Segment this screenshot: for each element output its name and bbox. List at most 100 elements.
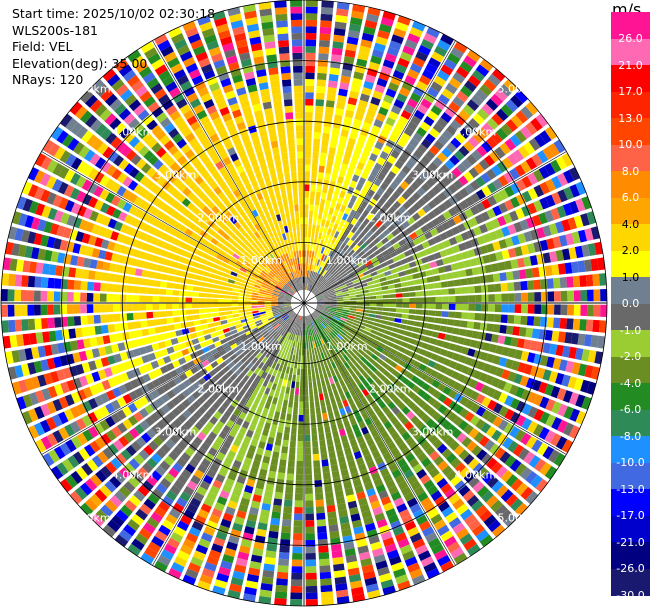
velocity-cell bbox=[378, 106, 389, 116]
velocity-cell bbox=[406, 497, 419, 508]
velocity-cell bbox=[326, 326, 332, 333]
velocity-cell bbox=[395, 288, 403, 293]
velocity-cell bbox=[206, 283, 214, 288]
velocity-cell bbox=[325, 350, 331, 357]
velocity-cell bbox=[491, 461, 503, 474]
velocity-cell bbox=[160, 281, 168, 288]
velocity-cell bbox=[140, 320, 148, 328]
velocity-cell bbox=[479, 245, 489, 255]
velocity-cell bbox=[320, 268, 326, 276]
velocity-cell bbox=[317, 178, 323, 186]
velocity-cell bbox=[308, 342, 311, 349]
velocity-cell bbox=[424, 231, 433, 240]
velocity-cell bbox=[440, 560, 454, 573]
velocity-cell bbox=[250, 500, 261, 509]
velocity-cell bbox=[434, 317, 442, 324]
velocity-cell bbox=[435, 168, 446, 179]
velocity-cell bbox=[505, 493, 519, 507]
velocity-cell bbox=[337, 422, 344, 430]
velocity-cell bbox=[507, 248, 517, 258]
velocity-cell bbox=[316, 296, 323, 299]
velocity-cell bbox=[510, 196, 520, 208]
velocity-cell bbox=[218, 294, 226, 299]
velocity-cell bbox=[399, 276, 407, 282]
velocity-cell bbox=[323, 296, 330, 299]
velocity-cell bbox=[520, 315, 528, 326]
velocity-cell bbox=[178, 303, 186, 309]
velocity-cell bbox=[300, 322, 302, 330]
velocity-cell bbox=[528, 455, 541, 469]
velocity-cell bbox=[447, 319, 455, 326]
velocity-cell bbox=[572, 275, 581, 288]
velocity-cell bbox=[445, 272, 454, 280]
velocity-cell bbox=[383, 502, 394, 512]
velocity-cell bbox=[337, 176, 344, 184]
velocity-cell bbox=[216, 270, 224, 277]
velocity-cell bbox=[336, 449, 344, 458]
velocity-cell bbox=[458, 175, 469, 186]
velocity-cell bbox=[68, 267, 77, 278]
velocity-cell bbox=[367, 189, 376, 198]
velocity-cell bbox=[399, 509, 411, 519]
velocity-cell bbox=[466, 543, 481, 557]
velocity-cell bbox=[344, 548, 356, 557]
velocity-cell bbox=[533, 199, 544, 212]
velocity-cell bbox=[530, 117, 543, 132]
velocity-cell bbox=[433, 519, 447, 531]
velocity-cell bbox=[348, 312, 356, 317]
velocity-cell bbox=[343, 305, 350, 308]
velocity-cell bbox=[448, 412, 458, 423]
velocity-cell bbox=[467, 348, 476, 357]
velocity-cell bbox=[174, 276, 182, 283]
velocity-cell bbox=[316, 252, 320, 260]
velocity-cell bbox=[481, 453, 493, 465]
velocity-cell bbox=[316, 325, 321, 333]
velocity-cell bbox=[340, 163, 348, 172]
velocity-cell bbox=[333, 28, 346, 36]
velocity-cell bbox=[315, 506, 325, 514]
velocity-cell bbox=[460, 346, 470, 355]
velocity-cell bbox=[500, 123, 513, 136]
velocity-cell bbox=[318, 253, 323, 260]
velocity-cell bbox=[311, 368, 315, 375]
velocity-cell bbox=[308, 270, 311, 278]
velocity-cell bbox=[533, 184, 545, 198]
velocity-cell bbox=[328, 451, 336, 459]
velocity-cell bbox=[395, 185, 405, 195]
velocity-cell bbox=[365, 74, 376, 84]
velocity-cell bbox=[145, 303, 153, 311]
velocity-cell bbox=[446, 124, 458, 136]
velocity-cell bbox=[297, 322, 300, 329]
velocity-cell bbox=[454, 311, 462, 319]
velocity-cell bbox=[500, 282, 508, 292]
velocity-cell bbox=[297, 328, 300, 336]
velocity-cell bbox=[274, 491, 283, 500]
velocity-cell bbox=[487, 284, 495, 293]
velocity-cell bbox=[400, 258, 409, 265]
velocity-cell bbox=[509, 167, 520, 180]
velocity-cell bbox=[312, 334, 316, 342]
velocity-cell bbox=[152, 311, 160, 318]
velocity-cell bbox=[547, 304, 555, 315]
velocity-cell bbox=[327, 325, 334, 331]
velocity-cell bbox=[304, 382, 308, 389]
velocity-cell bbox=[276, 384, 282, 392]
velocity-cell bbox=[342, 441, 350, 450]
velocity-cell bbox=[261, 503, 271, 511]
velocity-cell bbox=[335, 182, 342, 190]
velocity-cell bbox=[298, 315, 301, 323]
velocity-cell bbox=[545, 178, 557, 192]
velocity-cell bbox=[304, 395, 309, 402]
velocity-cell bbox=[578, 363, 588, 377]
velocity-cell bbox=[433, 346, 442, 355]
velocity-cell bbox=[293, 407, 298, 415]
velocity-cell bbox=[525, 436, 538, 449]
velocity-cell bbox=[330, 424, 338, 432]
velocity-cell bbox=[600, 304, 607, 317]
velocity-cell bbox=[316, 185, 322, 193]
velocity-cell bbox=[245, 308, 252, 312]
velocity-cell bbox=[520, 160, 532, 174]
velocity-cell bbox=[305, 566, 317, 574]
velocity-cell bbox=[212, 289, 220, 294]
velocity-cell bbox=[354, 112, 364, 121]
